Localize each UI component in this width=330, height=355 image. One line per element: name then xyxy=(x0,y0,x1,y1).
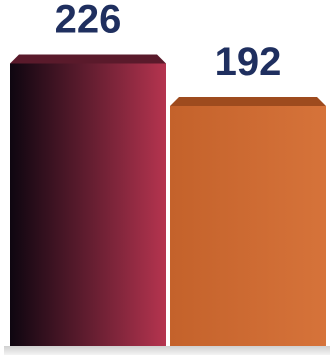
marks-layer xyxy=(4,54,330,355)
data-label-1: 226 xyxy=(55,0,122,42)
labels-layer: 226 192 xyxy=(55,0,282,84)
bar-1 xyxy=(10,63,166,346)
bar-top-2 xyxy=(170,97,326,106)
bar-2 xyxy=(170,106,326,346)
floor-shadow xyxy=(4,346,330,355)
data-label-2: 192 xyxy=(215,40,282,84)
bar-top-1 xyxy=(10,54,166,64)
